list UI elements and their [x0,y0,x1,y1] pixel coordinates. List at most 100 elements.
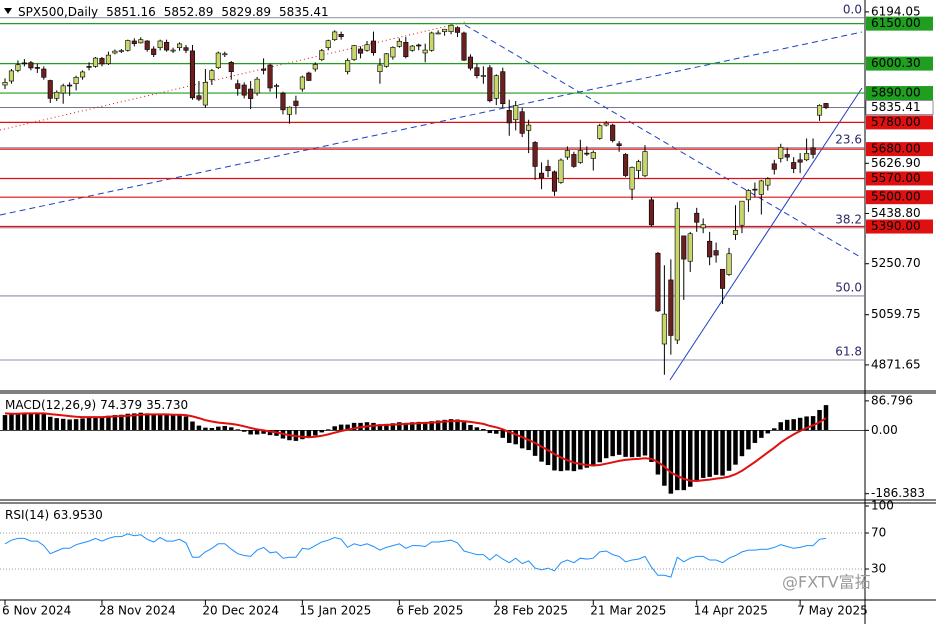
x-tick-label: 6 Feb 2025 [396,604,463,618]
macd-bar [241,430,247,432]
candle-body [700,224,706,229]
candle-body [319,50,325,60]
indicator-title: MACD(12,26,9) [5,398,96,412]
macd-bar [15,413,21,431]
macd-bar [351,422,357,431]
macd-bar [700,430,706,478]
macd-bar [545,430,551,466]
candle-body [377,64,383,72]
macd-bar [649,430,654,462]
macd-bar [636,430,641,457]
macd-bar [435,420,441,431]
candle-body [474,67,480,76]
macd-bar [151,414,156,431]
macd-bar [54,418,59,431]
macd-bar [144,413,150,431]
macd-bar [610,430,615,457]
y-tick-label: 86.796 [871,393,913,407]
macd-bar [707,430,712,477]
candle-body [73,76,79,84]
collapse-arrow [4,8,12,14]
rsi-value: 63.9530 [53,508,103,522]
macd-bar [461,422,467,431]
ohlc-value: 5852.89 [164,5,214,19]
macd-bar [791,419,796,431]
candle-body [396,40,402,47]
candle-body [338,34,344,38]
macd-bar [410,422,415,431]
symbol: SPX500,Daily [18,5,98,19]
candle-body [351,45,357,60]
indicator-header: MACD(12,26,9) 74.379 35.730 [5,398,188,412]
macd-bar [332,426,337,431]
macd-bar [313,430,318,436]
macd-bar [203,427,208,431]
candle-body [409,45,415,51]
candle-body [519,111,525,134]
candle-body [8,70,15,82]
candle-body [325,40,331,48]
macd-bar [67,419,72,431]
candle-body [92,57,99,67]
candle-body [623,154,629,176]
fib-label: 50.0 [835,280,862,294]
level-box [866,219,933,234]
macd-bar [306,430,312,438]
macd-bar [261,430,266,434]
fib-label: 61.8 [835,345,862,359]
candle-body [131,40,137,44]
candle-body [47,80,53,99]
macd-bar [455,419,460,431]
macd-bar [752,430,758,443]
rsi-line [4,533,827,578]
level-label: 6000.30 [871,56,921,70]
candle-body [286,106,292,115]
y-tick-label: -186.383 [871,486,925,500]
x-tick-label: 20 Dec 2024 [202,604,279,618]
candle-body [532,142,538,167]
candle-body [306,72,312,81]
candle-body [804,153,810,161]
macd-bar [138,412,144,431]
candle-body [383,53,389,67]
macd-bar [765,430,771,434]
candle-body [480,75,486,77]
candle-body [176,43,183,48]
macd-bar [468,424,473,431]
candle-body [467,56,473,69]
candle-body [784,154,790,158]
candle-body [345,60,351,72]
candle-body [54,91,60,99]
macd-bar [157,414,163,431]
candle-body [280,92,286,111]
candle-body [235,83,241,89]
fib-label: 38.2 [835,212,862,226]
candle-body [797,159,803,163]
candle-body [810,147,816,155]
macd-bar [552,430,557,471]
candle-body [138,39,144,44]
y-tick-label: 0.00 [871,423,898,437]
candle-body [189,50,196,99]
macd-bar [48,416,53,431]
candle-body [454,27,461,33]
macd-bar [817,409,822,431]
macd-bar [345,424,350,431]
candle-body [551,171,558,192]
signal-value: 35.730 [146,398,188,412]
candle-body [228,62,234,72]
candle-body [493,75,499,99]
candle-body [118,50,124,52]
candle-body [196,95,202,100]
level-box [866,171,933,186]
macd-bar [739,430,745,457]
y-tick-label: 4871.65 [871,357,921,371]
candle-body [778,146,784,159]
candle-body [539,172,545,179]
macd-bar [772,428,777,431]
macd-bar [248,430,253,435]
candle-body [34,67,40,69]
